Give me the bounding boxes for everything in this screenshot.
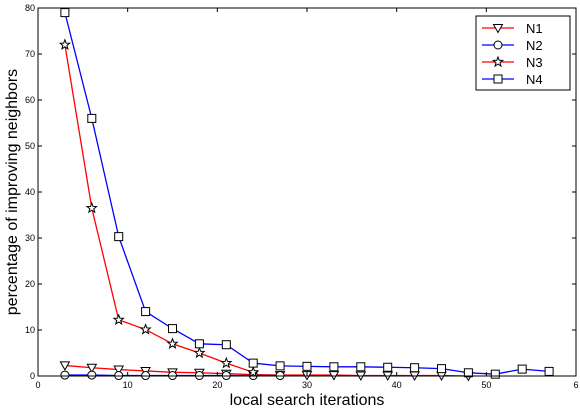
data-point-n4 xyxy=(275,361,285,371)
data-point-n4 xyxy=(437,364,446,374)
data-point-n3 xyxy=(139,323,152,335)
data-point-n4 xyxy=(87,113,97,123)
y-tick-label: 50 xyxy=(25,141,35,151)
legend-entry-n2: N2 xyxy=(482,38,543,53)
legend-marker-n3 xyxy=(491,55,505,68)
data-point-n4 xyxy=(248,358,258,368)
data-point-n4 xyxy=(356,362,366,372)
data-point-n1 xyxy=(86,363,98,374)
x-tick-label: 50 xyxy=(481,380,491,390)
data-point-n3 xyxy=(112,313,125,326)
series-n3 xyxy=(58,38,260,378)
legend-marker-n2 xyxy=(493,40,503,50)
legend-marker-n1 xyxy=(492,24,504,34)
data-point-n4 xyxy=(383,362,393,372)
data-point-n2 xyxy=(60,370,70,380)
legend-entry-n3: N3 xyxy=(482,55,543,70)
data-point-n3 xyxy=(193,346,206,359)
legend-entry-n1: N1 xyxy=(482,21,543,36)
data-point-n4 xyxy=(221,340,231,350)
data-point-n4 xyxy=(410,363,420,373)
data-point-n4 xyxy=(194,339,204,349)
x-tick-label: 40 xyxy=(392,380,402,390)
x-axis-label: local search iterations xyxy=(230,392,385,409)
data-point-n3 xyxy=(247,365,260,378)
legend-label: N1 xyxy=(526,21,543,36)
legend-entry-n4: N4 xyxy=(482,72,543,87)
y-tick-label: 80 xyxy=(25,3,35,13)
data-point-n4 xyxy=(302,361,312,371)
data-point-n4 xyxy=(544,366,554,376)
data-point-n4 xyxy=(60,8,70,18)
legend-marker-n4 xyxy=(493,74,503,84)
y-tick-label: 70 xyxy=(25,49,35,59)
y-tick-label: 30 xyxy=(25,233,35,243)
data-point-n4 xyxy=(114,232,124,242)
y-tick-label: 10 xyxy=(25,325,35,335)
y-tick-label: 60 xyxy=(25,95,35,105)
x-tick-label: 20 xyxy=(212,380,222,390)
data-point-n3 xyxy=(85,201,98,214)
x-tick-label: 6 xyxy=(573,380,578,390)
data-point-n4 xyxy=(517,364,527,374)
data-point-n3 xyxy=(220,356,233,369)
legend-label: N4 xyxy=(526,72,543,87)
legend-label: N3 xyxy=(526,55,543,70)
y-tick-label: 40 xyxy=(25,187,35,197)
series-n4 xyxy=(60,8,554,379)
series-layer xyxy=(58,8,554,382)
x-tick-label: 10 xyxy=(123,380,133,390)
x-tick-label: 30 xyxy=(302,380,312,390)
data-point-n2 xyxy=(87,370,97,380)
data-point-n4 xyxy=(490,369,500,379)
data-point-n1 xyxy=(113,365,125,376)
data-point-n4 xyxy=(168,324,177,334)
legend: N1 N2 N3 N4 xyxy=(475,15,571,91)
y-tick-label: 20 xyxy=(25,279,35,289)
y-tick-label: 0 xyxy=(30,371,35,381)
legend-label: N2 xyxy=(526,38,543,53)
y-axis-label: percentage of improving neighbors xyxy=(4,69,21,315)
data-point-n4 xyxy=(463,368,473,378)
data-point-n3 xyxy=(166,337,179,350)
x-tick-label: 0 xyxy=(35,380,40,390)
data-point-n4 xyxy=(329,362,339,372)
data-point-n3 xyxy=(58,38,72,51)
data-point-n4 xyxy=(141,307,151,317)
data-point-n1 xyxy=(59,361,71,371)
